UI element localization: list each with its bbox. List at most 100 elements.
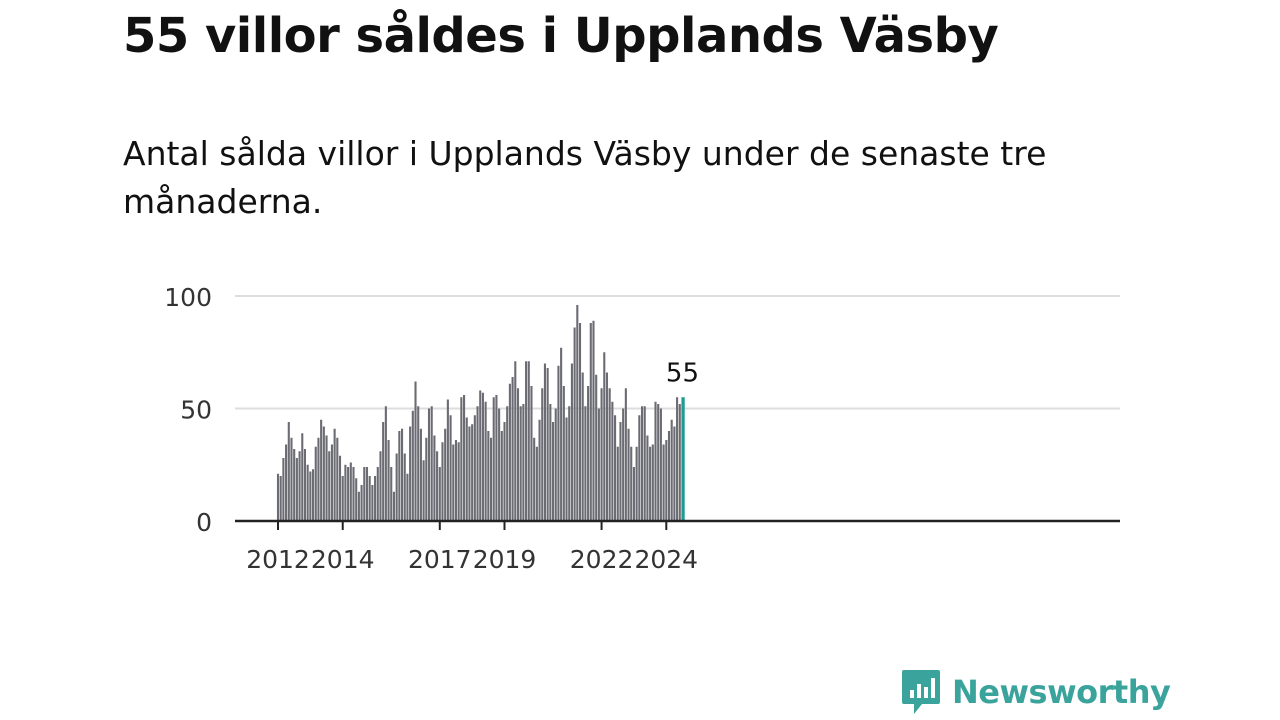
bar xyxy=(349,462,352,521)
bar xyxy=(527,361,530,521)
bar xyxy=(654,401,657,521)
bar xyxy=(409,426,412,521)
bar xyxy=(374,476,377,521)
bar xyxy=(384,406,387,521)
bar xyxy=(419,428,422,521)
bar xyxy=(557,365,560,521)
bar xyxy=(463,395,466,521)
bar xyxy=(436,451,439,521)
bar xyxy=(279,476,282,521)
x-tick-label: 2019 xyxy=(473,545,537,574)
bars xyxy=(276,305,685,521)
bar xyxy=(433,435,436,521)
bar xyxy=(382,422,385,521)
bar xyxy=(551,422,555,521)
bar xyxy=(492,397,495,521)
bar xyxy=(535,446,538,521)
bar xyxy=(438,467,441,521)
bar xyxy=(495,395,498,521)
bar xyxy=(368,476,371,521)
bar xyxy=(549,404,552,521)
bar xyxy=(460,397,463,521)
bar xyxy=(619,422,622,521)
bar xyxy=(605,372,609,521)
bar xyxy=(298,451,301,521)
bar xyxy=(355,478,358,521)
bar xyxy=(363,467,366,521)
bar xyxy=(312,469,315,521)
bar xyxy=(514,361,517,521)
bar xyxy=(325,435,328,521)
bar xyxy=(487,431,490,521)
bar xyxy=(314,446,317,521)
chart-subtitle: Antal sålda villor i Upplands Väsby unde… xyxy=(123,134,1047,221)
bar xyxy=(322,426,325,521)
bar xyxy=(479,390,482,521)
bar xyxy=(543,363,546,521)
bar xyxy=(562,386,565,521)
bar xyxy=(603,352,606,521)
bar xyxy=(546,368,549,521)
bar xyxy=(665,440,668,521)
bar xyxy=(662,444,665,521)
x-tick-label: 2012 xyxy=(246,545,310,574)
bar xyxy=(301,433,304,521)
bar xyxy=(360,485,363,521)
chart-title: 55 villor såldes i Upplands Väsby xyxy=(123,8,999,64)
x-tick-label: 2022 xyxy=(570,545,634,574)
bar xyxy=(352,467,355,521)
y-tick-label: 50 xyxy=(180,396,212,425)
newsworthy-logo-icon xyxy=(902,670,940,714)
bar xyxy=(357,491,360,521)
bar xyxy=(506,406,509,521)
bar xyxy=(338,455,342,521)
bar xyxy=(293,449,296,521)
bar xyxy=(328,451,331,521)
bar xyxy=(390,467,393,521)
bar xyxy=(678,404,681,521)
bar xyxy=(347,467,350,521)
bar xyxy=(395,453,398,521)
bar xyxy=(657,404,660,521)
brand-name: Newsworthy xyxy=(952,673,1171,711)
bar xyxy=(500,431,503,521)
bar xyxy=(476,406,479,521)
bar xyxy=(317,437,320,521)
bar xyxy=(565,417,568,521)
y-tick-label: 100 xyxy=(164,283,212,312)
bar xyxy=(285,444,288,521)
bar xyxy=(632,467,635,521)
bar xyxy=(573,327,576,521)
bar xyxy=(595,374,598,521)
bar xyxy=(387,440,390,521)
bar xyxy=(568,406,571,521)
bar xyxy=(303,449,307,521)
last-value-label: 55 xyxy=(666,358,699,388)
bar xyxy=(441,442,444,521)
bar xyxy=(635,446,638,521)
bar xyxy=(570,363,573,521)
bar xyxy=(498,408,501,521)
bar xyxy=(471,424,474,521)
bar xyxy=(484,401,487,521)
bar xyxy=(611,401,614,521)
gridlines xyxy=(235,295,1120,410)
bar xyxy=(336,437,339,521)
bar xyxy=(616,446,619,521)
bar xyxy=(676,397,679,521)
bar xyxy=(400,428,404,521)
bar xyxy=(554,408,557,521)
bar xyxy=(587,386,590,521)
bar xyxy=(454,440,458,521)
y-axis: 0 50 100 xyxy=(164,283,212,537)
bar xyxy=(630,446,633,521)
bar xyxy=(427,408,431,521)
bar xyxy=(379,451,382,521)
bar xyxy=(525,361,528,521)
bar xyxy=(468,426,471,521)
bar xyxy=(287,422,290,521)
bar xyxy=(624,388,627,521)
bar xyxy=(533,437,536,521)
bar xyxy=(365,467,369,521)
bar xyxy=(541,388,544,521)
